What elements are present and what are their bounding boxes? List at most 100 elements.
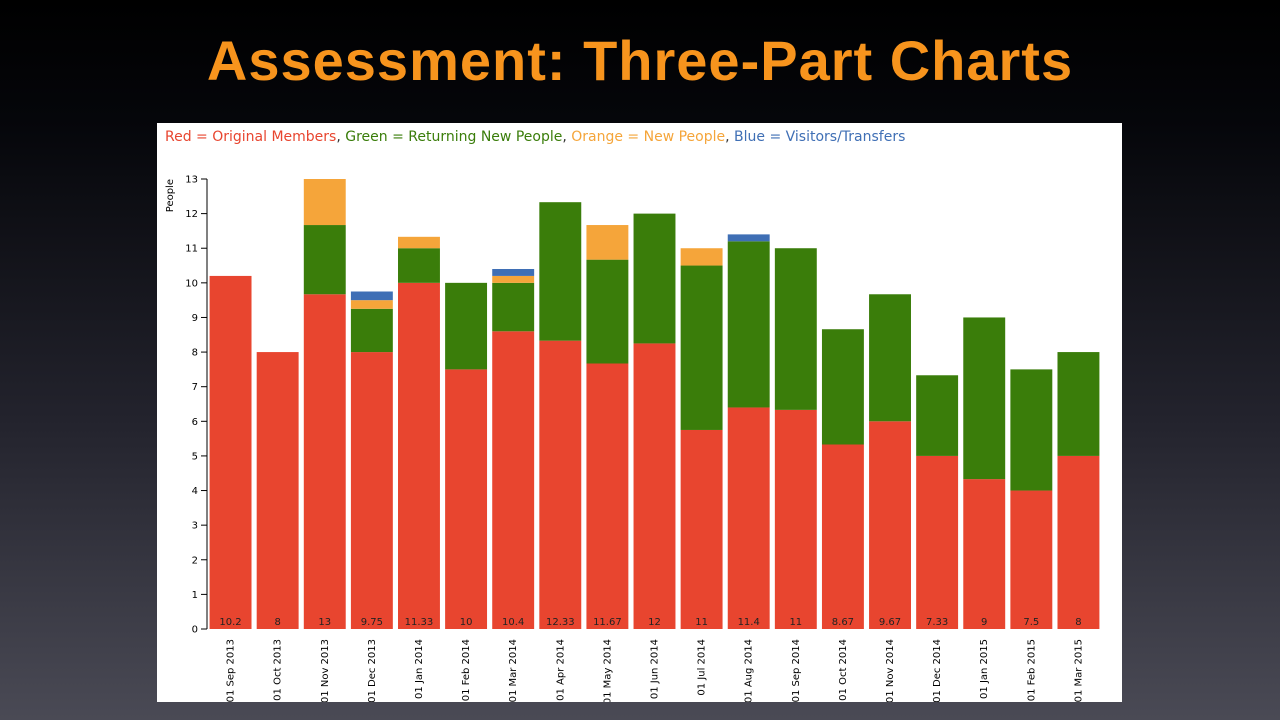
- legend-item: Red = Original Members: [165, 129, 337, 145]
- bar-segment-visitors-transfers: [727, 234, 770, 242]
- bar-total-label: 12: [648, 617, 661, 628]
- x-tick-label: 01 Mar 2014: [508, 639, 519, 702]
- bar-segment-returning-new-people: [398, 248, 440, 283]
- bar-segment-new-people: [303, 179, 346, 226]
- bar-total-label: 11: [695, 617, 708, 628]
- bar-total-label: 10.2: [219, 617, 241, 628]
- legend-separator: ,: [562, 129, 572, 145]
- bar-segment-visitors-transfers: [350, 291, 393, 301]
- x-tick-label: 01 Jul 2014: [697, 639, 708, 696]
- bar-segment-original-members: [303, 294, 346, 629]
- bar-total-label: 13: [318, 617, 331, 628]
- bar-total-label: 10: [460, 617, 473, 628]
- legend-item: Orange = New People: [571, 129, 726, 145]
- x-tick-label: 01 Aug 2014: [744, 639, 755, 702]
- bar-segment-original-members: [916, 455, 959, 629]
- bar-segment-original-members: [774, 409, 817, 629]
- bar-segment-original-members: [963, 479, 1006, 629]
- bar-segment-returning-new-people: [1057, 352, 1100, 456]
- bar-segment-returning-new-people: [539, 202, 582, 341]
- bar-total-label: 9.67: [879, 617, 901, 628]
- y-tick-label: 6: [192, 417, 198, 428]
- bar-segment-returning-new-people: [869, 294, 911, 422]
- bar-segment-returning-new-people: [727, 241, 770, 408]
- bar-segment-original-members: [256, 352, 299, 629]
- bar-segment-original-members: [350, 352, 393, 629]
- y-tick-label: 9: [192, 313, 198, 324]
- x-tick-label: 01 Oct 2013: [273, 639, 284, 701]
- bar-total-label: 8: [1075, 617, 1081, 628]
- x-tick-label: 01 Dec 2013: [367, 639, 378, 702]
- x-tick-label: 01 Jan 2015: [979, 639, 990, 699]
- bar-segment-original-members: [633, 343, 676, 629]
- x-tick-label: 01 Jun 2014: [650, 639, 661, 699]
- chart-legend: Red = Original Members, Green = Returnin…: [165, 129, 905, 145]
- bar-segment-returning-new-people: [586, 259, 629, 364]
- x-tick-label: 01 May 2014: [602, 639, 613, 702]
- y-tick-label: 11: [185, 244, 198, 255]
- bar-segment-new-people: [680, 248, 723, 266]
- bar-total-label: 8: [274, 617, 280, 628]
- chart-panel: Red = Original Members, Green = Returnin…: [157, 123, 1122, 702]
- bar-segment-original-members: [492, 331, 535, 629]
- y-tick-label: 7: [192, 382, 198, 393]
- x-tick-label: 01 Sep 2013: [226, 639, 237, 702]
- legend-item: Blue = Visitors/Transfers: [734, 129, 906, 145]
- bar-segment-original-members: [869, 421, 911, 629]
- bar-segment-visitors-transfers: [492, 269, 535, 276]
- bar-segment-original-members: [821, 444, 864, 629]
- bar-segment-returning-new-people: [303, 225, 346, 295]
- y-tick-label: 5: [192, 451, 198, 462]
- bar-segment-returning-new-people: [821, 329, 864, 445]
- y-tick-label: 13: [185, 175, 198, 186]
- bar-segment-original-members: [539, 340, 582, 629]
- bar-segment-returning-new-people: [680, 265, 723, 430]
- x-tick-label: 01 Mar 2015: [1073, 639, 1084, 702]
- bar-segment-new-people: [398, 236, 440, 249]
- bar-segment-returning-new-people: [492, 282, 535, 332]
- bar-segment-returning-new-people: [1010, 369, 1053, 491]
- bar-total-label: 10.4: [502, 617, 524, 628]
- x-tick-label: 01 Dec 2014: [932, 639, 943, 702]
- bar-segment-returning-new-people: [633, 213, 676, 344]
- bar-total-label: 9: [981, 617, 987, 628]
- bar-segment-original-members: [680, 429, 723, 629]
- bar-segment-new-people: [492, 275, 535, 283]
- bar-segment-original-members: [398, 282, 440, 629]
- bar-segment-returning-new-people: [350, 308, 393, 353]
- bar-total-label: 11.33: [405, 617, 434, 628]
- bar-total-label: 8.67: [832, 617, 854, 628]
- y-tick-label: 1: [192, 590, 198, 601]
- bar-total-label: 7.5: [1023, 617, 1039, 628]
- y-tick-label: 0: [192, 625, 198, 636]
- y-tick-label: 2: [192, 555, 198, 566]
- x-tick-label: 01 Feb 2015: [1026, 639, 1037, 701]
- x-tick-label: 01 Jan 2014: [414, 639, 425, 699]
- bar-segment-original-members: [586, 363, 629, 629]
- bar-segment-returning-new-people: [916, 375, 959, 456]
- y-tick-label: 8: [192, 348, 198, 359]
- bar-total-label: 11.67: [593, 617, 622, 628]
- x-tick-label: 01 Nov 2013: [320, 639, 331, 702]
- y-tick-label: 10: [185, 278, 198, 289]
- bar-total-label: 9.75: [361, 617, 383, 628]
- x-tick-label: 01 Apr 2014: [555, 639, 566, 701]
- x-tick-label: 01 Oct 2014: [838, 639, 849, 701]
- bar-segment-original-members: [1010, 490, 1053, 629]
- x-tick-label: 01 Sep 2014: [791, 639, 802, 702]
- y-tick-label: 12: [185, 209, 198, 220]
- bar-segment-original-members: [209, 275, 252, 629]
- bar-segment-original-members: [727, 407, 770, 629]
- legend-separator: ,: [725, 129, 735, 145]
- bar-total-label: 12.33: [546, 617, 575, 628]
- x-tick-label: 01 Nov 2014: [885, 639, 896, 702]
- bar-total-label: 11: [789, 617, 802, 628]
- y-tick-label: 4: [192, 486, 198, 497]
- legend-separator: ,: [336, 129, 346, 145]
- y-axis-label: People: [165, 179, 176, 212]
- bar-segment-new-people: [586, 225, 629, 260]
- bar-segment-original-members: [1057, 455, 1100, 629]
- bar-total-label: 11.4: [738, 617, 760, 628]
- legend-item: Green = Returning New People: [345, 129, 563, 145]
